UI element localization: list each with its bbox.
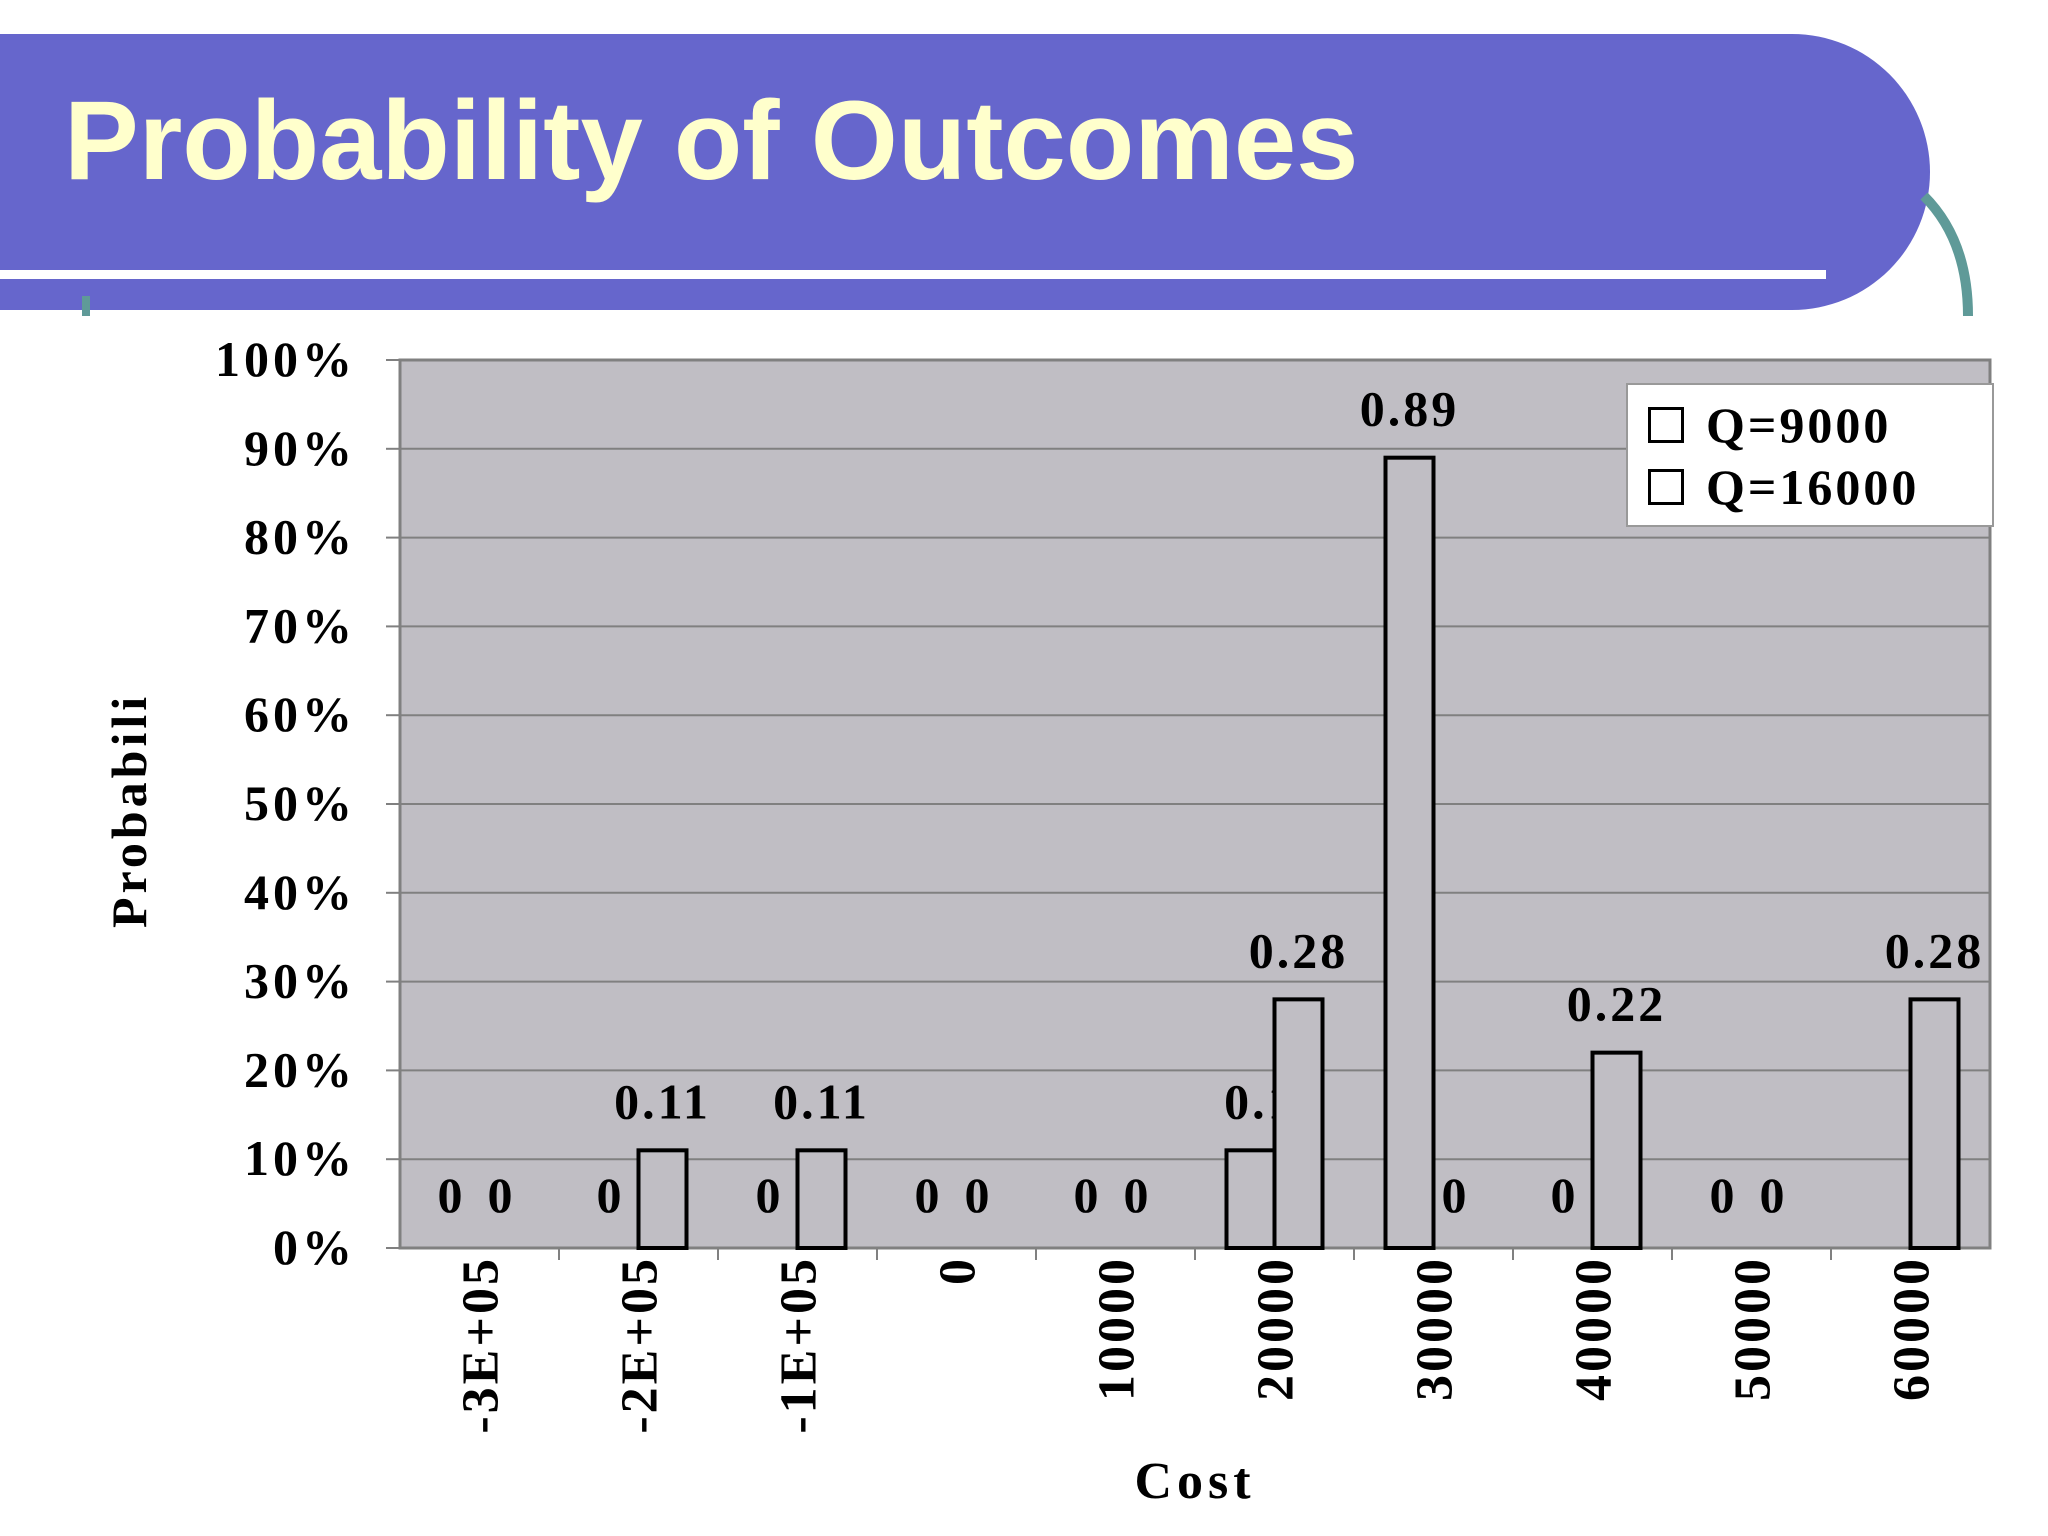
bar-q-16000 — [636, 1148, 689, 1250]
x-tick-label: -3E+05 — [453, 1256, 510, 1434]
data-label: 0 — [597, 1167, 625, 1223]
x-tick-label: -2E+05 — [612, 1256, 669, 1434]
x-tick-label: 60000 — [1884, 1256, 1941, 1401]
y-tick-label: 0% — [273, 1219, 356, 1275]
title-underline — [0, 270, 1826, 279]
x-tick-label: 0 — [930, 1256, 987, 1285]
slide-title: Probability of Outcomes — [64, 78, 1359, 203]
legend-label: Q=16000 — [1706, 459, 1920, 515]
data-label: 0.89 — [1360, 381, 1460, 437]
legend-swatch — [1648, 469, 1684, 505]
data-label: 0 — [1551, 1167, 1579, 1223]
bar-q-16000 — [795, 1148, 848, 1250]
legend-label: Q=9000 — [1706, 397, 1892, 453]
bar-q-9000 — [1224, 1148, 1277, 1250]
y-tick-label: 10% — [244, 1130, 356, 1186]
legend-swatch — [1648, 407, 1684, 443]
data-label: 0 — [1710, 1167, 1738, 1223]
data-label: 0 — [1074, 1167, 1102, 1223]
data-label: 0.11 — [614, 1073, 711, 1129]
chart-legend: Q=9000 Q=16000 — [1626, 383, 1994, 527]
y-tick-label: 80% — [244, 509, 356, 565]
data-label: 0 — [965, 1167, 993, 1223]
y-tick-label: 50% — [244, 775, 356, 831]
data-label: 0.11 — [773, 1073, 870, 1129]
x-tick-label: 10000 — [1089, 1256, 1146, 1401]
data-label: 0 — [915, 1167, 943, 1223]
y-tick-label: 70% — [244, 597, 356, 653]
legend-item-q16000: Q=16000 — [1648, 457, 1919, 517]
data-label: 0 — [756, 1167, 784, 1223]
y-tick-label: 30% — [244, 953, 356, 1009]
y-axis-title: Probabili — [101, 692, 157, 928]
bar-q-16000 — [1908, 997, 1961, 1250]
y-tick-label: 20% — [244, 1041, 356, 1097]
bar-q-16000 — [1272, 997, 1325, 1250]
data-label: 0 — [1124, 1167, 1152, 1223]
y-tick-label: 60% — [244, 686, 356, 742]
y-tick-label: 100% — [215, 331, 356, 387]
bar-q-9000 — [1383, 455, 1436, 1250]
y-tick-label: 90% — [244, 420, 356, 476]
bar-q-16000 — [1590, 1050, 1643, 1251]
data-label: 0.28 — [1249, 922, 1349, 978]
data-label: 0 — [488, 1167, 516, 1223]
data-label: 0 — [1760, 1167, 1788, 1223]
data-label: 0.22 — [1567, 976, 1667, 1032]
x-axis-title: Cost — [1134, 1453, 1255, 1510]
x-tick-label: 40000 — [1566, 1256, 1623, 1401]
x-tick-label: 30000 — [1407, 1256, 1464, 1401]
data-label: 0 — [438, 1167, 466, 1223]
legend-item-q9000: Q=9000 — [1648, 395, 1891, 455]
x-tick-label: 50000 — [1725, 1256, 1782, 1401]
x-tick-label: -1E+05 — [771, 1256, 828, 1434]
data-label: 0.28 — [1885, 922, 1985, 978]
x-tick-label: 20000 — [1248, 1256, 1305, 1401]
title-banner — [0, 34, 1930, 310]
y-tick-label: 40% — [244, 864, 356, 920]
data-label: 0 — [1442, 1167, 1470, 1223]
